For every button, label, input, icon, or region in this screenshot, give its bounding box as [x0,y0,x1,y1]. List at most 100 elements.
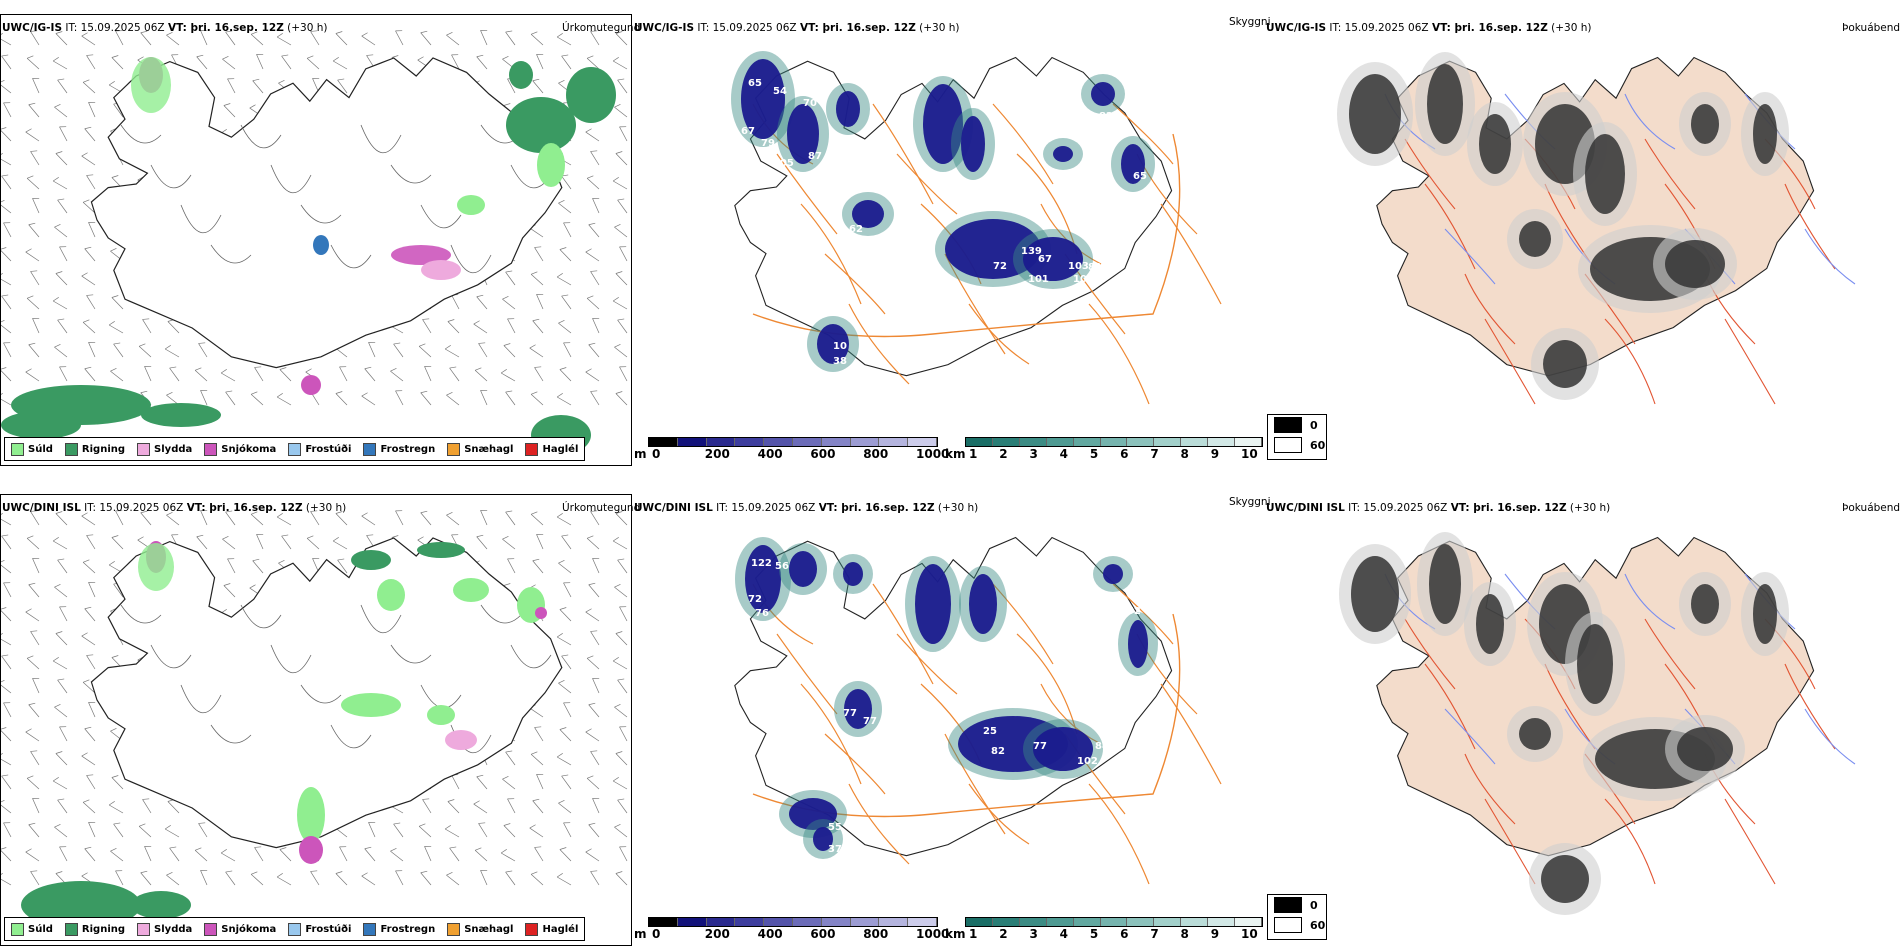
scale-segment [764,438,793,446]
snow-depth-label: 55 [828,822,842,833]
legend-swatch [363,922,377,936]
scale-segment [792,438,822,446]
precip-legend-item: Slydda [137,922,192,936]
snow-depth-label: 62 [803,656,817,667]
cloud-title-1: UWC/IG-IS IT: 15.09.2025 06Z VT: þri. 16… [1266,22,1592,34]
scale-unit: m [634,927,647,941]
snow-depth-label: 77 [863,716,877,727]
scale-tick-label: 8 [1180,927,1189,941]
scale-segment [966,438,993,446]
scale-tick-label: 3 [1029,927,1038,941]
legend-swatch [204,922,218,936]
scale-segment [706,438,736,446]
precip-map-2 [1,510,628,929]
cloud-swatch [1274,897,1302,913]
scale-tick-label: 1 [969,447,978,461]
snow-depth-label: 54 [773,86,787,97]
legend-swatch [64,442,78,456]
cloud-swatch [1274,917,1302,933]
snow-depth-label: 76 [755,608,769,619]
precip-legend-2: Súld Rigning Slydda Snjókoma Frostúði Frostre… [4,917,586,941]
scale-tick-label: 400 [757,927,783,941]
cloud-panel-2 [1265,494,1900,946]
snow-depth-label: 77 [843,708,857,719]
precip-legend-item: Snæhagl [447,442,513,456]
snow-depth-label: 139 [1021,246,1042,257]
legend-swatch [11,442,24,456]
legend-swatch [363,442,377,456]
scale-tick-label: 200 [704,447,730,461]
snow-depth-label: 72 [993,261,1007,272]
legend-swatch [137,442,151,456]
precip-legend-item: Rigning [64,922,125,936]
cloud-legend-label: 0 [1310,418,1318,432]
cloud-legend-row: 60 [1268,915,1326,935]
scale-segment [1208,918,1236,926]
scale-segment [677,918,707,926]
snow-depth-label: 25 [983,726,997,737]
scale-segment [1235,918,1262,926]
snow-depth-label: 122 [751,558,772,569]
legend-label: Snæhagl [464,923,514,935]
scale-segment [850,438,880,446]
snow-depth-label: 82 [991,746,1005,757]
legend-label: Frostregn [380,443,436,455]
scale-segment [1181,918,1209,926]
scale-segment [1154,918,1182,926]
precip-legend-item: Snjókoma [204,442,277,456]
precip-corner-2: Úrkomutegund [562,502,641,514]
scale-segment [649,438,678,446]
snow-corner-2: Skyggni [1229,496,1271,508]
precip-legend-item: Frostúði [288,922,351,936]
scale-segment [1046,438,1074,446]
precip-title-1: UWC/IG-IS IT: 15.09.2025 06Z VT: þri. 16… [2,22,328,34]
scale-tick-label: 7 [1150,447,1159,461]
scale-tick-label: 9 [1210,927,1220,941]
scale-tick-label: 6 [1120,447,1129,461]
snow-depth-label: 10 [833,341,847,352]
scale-unit: km [945,447,966,461]
scale-segment [1127,918,1155,926]
precip-legend-item: Haglél [525,922,578,936]
legend-label: Snjókoma [221,923,277,935]
scale-segment [735,438,765,446]
scale-segment [908,918,937,926]
legend-swatch [525,442,539,456]
legend-label: Súld [28,443,53,455]
visibility-scale-1: km 1 2 3 4 5 6 7 8 9 10 [945,437,1263,461]
snow-depth-label: 77 [768,191,782,202]
scale-segment [1127,438,1155,446]
scale-segment [1154,438,1182,446]
cloud-legend-label: 0 [1310,898,1318,912]
legend-swatch [288,442,302,456]
precip-legend-item: Frostúði [288,442,352,456]
scale-segment [1208,438,1236,446]
scale-tick-label: 2 [999,447,1008,461]
scale-segment [1019,918,1047,926]
scale-tick-label: 7 [1150,927,1159,941]
cloud-title-2: UWC/DINI ISL IT: 15.09.2025 06Z VT: þri.… [1266,502,1611,514]
scale-tick-label: 5 [1089,447,1099,461]
legend-label: Snjókoma [221,443,277,455]
snow-depth-label: 85 [940,648,954,659]
snow-panel-1: 65 54 70 67 79 105 91 77 87 62 139 72 67 103 81 101 109 1… [633,14,1263,466]
scale-segment [992,438,1020,446]
scale-segment [1235,438,1262,446]
scale-segment [821,918,851,926]
precip-panel-1: Súld Rigning Slydda Snjókoma Frostúði Frostre… [0,14,632,466]
snow-depth-label: 37 [828,844,842,855]
scale-tick-label: 1000 [916,927,950,941]
snow-depth-label: 67 [1038,254,1052,265]
scale-segment [1073,918,1101,926]
scale-tick-label: 800 [863,927,889,941]
legend-swatch [11,922,24,936]
scale-tick-label: 3 [1029,447,1038,461]
snow-depth-label: 38 [833,356,847,367]
snow-depth-label: 65 [748,78,762,89]
snow-title-1: UWC/IG-IS IT: 15.09.2025 06Z VT: þri. 16… [634,22,960,34]
legend-label: Frostúði [305,443,352,455]
snow-title-2: UWC/DINI ISL IT: 15.09.2025 06Z VT: þri.… [634,502,979,514]
scale-segment [1019,438,1047,446]
scale-tick-label: 0 [652,927,661,941]
snow-depth-label: 79 [761,138,775,149]
